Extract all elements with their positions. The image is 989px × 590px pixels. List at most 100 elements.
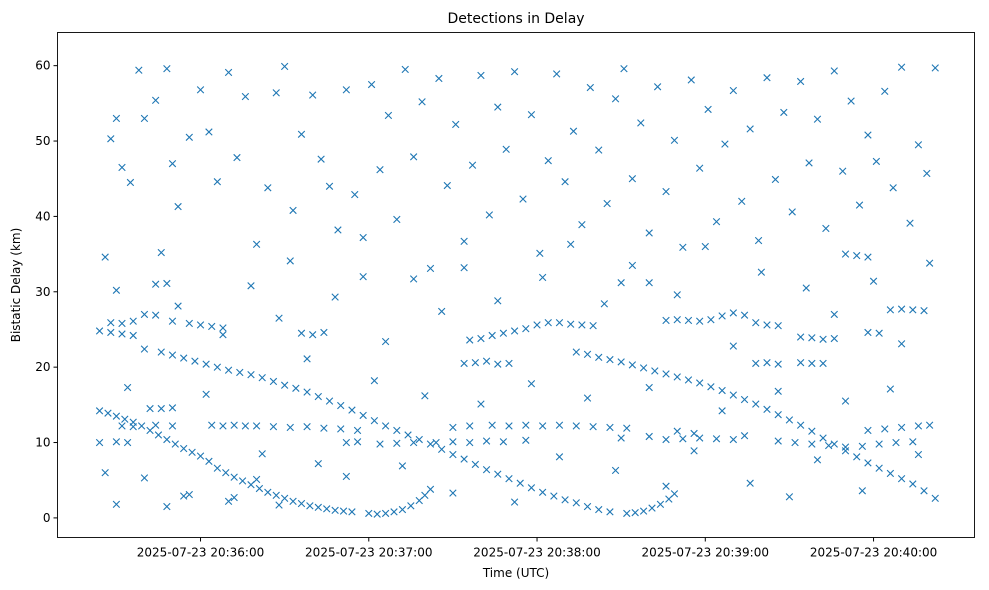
data-point-marker [712,435,721,443]
data-point-marker [466,422,474,430]
data-point-marker [628,175,637,183]
data-point-marker [589,423,597,431]
data-point-marker [774,322,782,330]
data-point-marker [892,438,900,447]
data-point-marker [233,153,241,162]
data-point-marker [718,386,726,395]
data-point-marker [309,331,317,339]
data-point-marker [171,440,179,448]
data-point-marker [600,300,609,308]
data-point-marker [393,215,401,224]
data-point-marker [280,62,289,71]
data-point-marker [482,437,491,445]
data-point-marker [886,469,895,478]
data-point-marker [909,480,917,488]
data-point-marker [466,336,474,344]
y-axis-label: Bistatic Delay (km) [9,228,23,343]
data-point-marker [323,505,331,513]
data-point-marker [522,325,530,333]
plot-frame [57,32,975,538]
data-point-marker [303,388,311,396]
data-point-marker [140,310,149,319]
data-point-marker [466,438,474,447]
data-point-marker [494,297,502,305]
data-point-marker [334,226,342,234]
data-point-marker [258,450,266,458]
data-point-marker [339,507,348,515]
y-tick-label: 50 [35,134,50,148]
data-point-marker [280,381,289,389]
data-point-marker [752,400,760,408]
data-point-marker [855,201,864,209]
data-point-marker [538,273,547,282]
data-point-marker [185,319,193,328]
data-point-marker [519,195,527,203]
data-point-marker [847,97,855,105]
data-point-marker [505,359,513,368]
data-point-marker [157,248,165,257]
data-point-marker [864,459,872,467]
data-point-marker [897,340,906,348]
data-point-marker [746,125,754,133]
data-point-marker [269,423,278,431]
data-point-marker [687,76,695,84]
data-point-marker [569,127,578,135]
data-point-marker [923,169,931,178]
data-point-marker [213,464,222,472]
data-point-marker [611,95,620,103]
data-point-marker [331,506,339,515]
data-point-marker [673,373,681,381]
data-point-marker [791,438,799,447]
data-point-marker [112,286,121,294]
data-point-marker [527,380,536,388]
x-tick-label: 2025-07-23 20:37:00 [305,546,432,560]
data-point-marker [586,83,595,92]
data-point-marker [460,359,468,368]
data-point-marker [805,159,813,167]
data-point-marker [909,306,917,314]
data-point-marker [208,322,216,331]
data-point-marker [353,438,362,446]
data-point-marker [881,87,889,95]
data-point-marker [219,331,227,339]
data-point-marker [656,500,665,509]
data-point-marker [230,473,238,481]
data-point-marker [404,431,412,439]
data-point-marker [219,324,227,332]
data-point-marker [746,479,754,487]
data-point-marker [886,306,895,314]
data-point-marker [241,92,250,101]
data-point-marker [398,505,407,514]
data-point-marker [690,429,698,438]
data-point-marker [303,355,311,363]
data-point-marker [112,114,121,123]
data-point-marker [536,249,544,258]
data-point-marker [617,279,625,287]
data-point-marker [914,141,923,149]
data-point-marker [897,63,906,71]
data-point-marker [418,98,426,106]
data-point-marker [704,105,712,114]
data-point-marker [452,120,460,129]
data-point-marker [499,438,508,446]
data-point-marker [264,488,272,496]
y-tick-label: 0 [43,511,51,525]
data-point-marker [695,317,704,325]
data-point-marker [426,264,435,273]
data-point-marker [763,405,771,414]
data-point-marker [802,284,810,292]
data-point-marker [572,422,580,430]
data-point-marker [830,334,838,343]
data-point-marker [631,508,639,517]
data-point-marker [482,357,491,365]
data-point-marker [163,435,171,444]
data-point-marker [645,383,653,392]
data-point-marker [690,447,698,455]
data-point-marker [140,114,149,123]
data-point-marker [864,328,872,337]
data-point-marker [774,410,782,419]
data-point-marker [561,496,569,504]
data-point-marker [180,354,188,362]
data-point-marker [432,438,440,447]
data-point-marker [869,277,878,285]
